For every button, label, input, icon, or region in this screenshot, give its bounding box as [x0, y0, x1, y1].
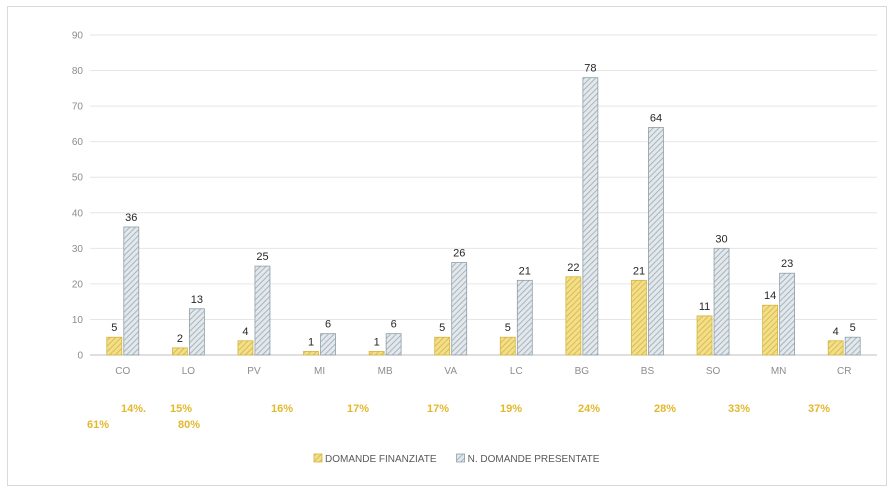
- data-label: 21: [633, 265, 645, 277]
- bar-finanziate-co: [106, 336, 123, 356]
- x-tick-label-so: SO: [706, 366, 721, 377]
- bar-presentate-so: [713, 247, 730, 356]
- bar-finanziate-bs: [631, 279, 647, 356]
- x-tick-label-bg: BG: [575, 366, 590, 377]
- bar-finanziate-mn: [762, 304, 779, 356]
- x-tick-label-mb: MB: [378, 366, 393, 377]
- x-tick-label-cr: CR: [837, 366, 851, 377]
- y-tick-label: 80: [72, 66, 84, 77]
- percent-annotations: 14%. 61% 15% 80% 16% 17% 17% 19% 24% 28% 33% 37%: [87, 403, 830, 431]
- percent-label: 19%: [500, 403, 522, 415]
- bar-finanziate-pv: [237, 340, 254, 356]
- bar-finanziate-mi: [303, 351, 319, 356]
- y-tick-label: 10: [72, 315, 84, 326]
- y-tick-label: 20: [72, 279, 84, 290]
- data-label: 25: [256, 251, 268, 263]
- percent-label: 17%: [427, 403, 449, 415]
- legend-label: N. DOMANDE PRESENTATE: [468, 454, 600, 465]
- data-label: 26: [453, 248, 465, 260]
- data-label: 13: [191, 294, 203, 306]
- percent-label: 33%: [728, 403, 750, 415]
- data-label: 21: [519, 265, 531, 277]
- y-tick-label: 90: [72, 31, 84, 42]
- data-label: 30: [715, 233, 727, 245]
- bar-presentate-co: [123, 226, 140, 356]
- bar-finanziate-so: [696, 315, 713, 356]
- data-label: 22: [567, 262, 579, 274]
- bar-presentate-bg: [582, 77, 599, 356]
- bar-presentate-lc: [516, 279, 533, 356]
- y-tick-label: 70: [72, 102, 84, 113]
- data-label: 78: [584, 63, 596, 75]
- data-label: 1: [308, 336, 314, 348]
- percent-label: 37%: [808, 403, 830, 415]
- bar-presentate-lo: [188, 308, 205, 356]
- bar-presentate-bs: [648, 127, 664, 356]
- x-tick-label-mn: MN: [771, 366, 787, 377]
- data-label: 5: [505, 322, 511, 334]
- x-tick-label-bs: BS: [641, 366, 655, 377]
- percent-label: 17%: [347, 403, 369, 415]
- data-label: 14: [764, 290, 776, 302]
- data-label: 5: [439, 322, 445, 334]
- x-tick-label-lc: LC: [510, 366, 523, 377]
- y-tick-label: 50: [72, 173, 84, 184]
- data-label: 1: [374, 336, 380, 348]
- bar-finanziate-mb: [368, 351, 385, 356]
- x-tick-label-pv: PV: [247, 366, 261, 377]
- y-tick-label: 40: [72, 208, 84, 219]
- legend-swatch: [456, 453, 466, 463]
- data-label: 5: [111, 322, 117, 334]
- bar-presentate-mi: [320, 333, 336, 356]
- chart-frame: [7, 6, 887, 486]
- percent-label: 80%: [178, 419, 200, 431]
- y-tick-label: 60: [72, 137, 84, 148]
- data-label: 6: [325, 319, 331, 331]
- percent-label: 15%: [170, 403, 192, 415]
- data-label: 2: [177, 333, 183, 345]
- bar-presentate-mn: [779, 272, 796, 356]
- bar-finanziate-va: [434, 336, 451, 356]
- bars: [106, 77, 861, 356]
- gridlines: [90, 34, 877, 356]
- percent-label: 16%: [271, 403, 293, 415]
- y-tick-label: 30: [72, 244, 84, 255]
- percent-label: 28%: [654, 403, 676, 415]
- bar-finanziate-cr: [827, 340, 844, 356]
- data-label: 64: [650, 112, 662, 124]
- x-tick-label-co: CO: [115, 366, 130, 377]
- data-label: 36: [125, 212, 137, 224]
- data-label: 4: [833, 326, 839, 338]
- data-label: 6: [391, 319, 397, 331]
- x-tick-label-lo: LO: [182, 366, 196, 377]
- x-axis-ticks: CO LO PV MI MB VA LC BG BS SO MN CR: [115, 366, 851, 377]
- legend-label: DOMANDE FINANZIATE: [325, 454, 437, 465]
- y-axis-ticks: 0 10 20 30 40 50 60 70 80 90: [72, 31, 84, 362]
- percent-label: 14%.: [121, 403, 146, 415]
- legend-swatch: [313, 453, 323, 463]
- percent-label: 61%: [87, 419, 109, 431]
- percent-label: 24%: [578, 403, 600, 415]
- bar-finanziate-lo: [171, 347, 188, 356]
- y-tick-label: 0: [77, 351, 83, 362]
- bar-presentate-cr: [844, 336, 861, 356]
- x-tick-label-va: VA: [444, 366, 457, 377]
- legend: DOMANDE FINANZIATE N. DOMANDE PRESENTATE: [313, 453, 600, 465]
- bar-presentate-mb: [385, 333, 402, 356]
- data-label: 23: [781, 258, 793, 270]
- bar-presentate-pv: [254, 265, 271, 356]
- data-label: 4: [242, 326, 248, 338]
- data-label: 11: [699, 301, 710, 313]
- bar-presentate-va: [451, 262, 468, 356]
- data-label: 5: [850, 322, 856, 334]
- bar-finanziate-lc: [499, 336, 516, 356]
- bar-finanziate-bg: [565, 276, 582, 356]
- x-tick-label-mi: MI: [314, 366, 325, 377]
